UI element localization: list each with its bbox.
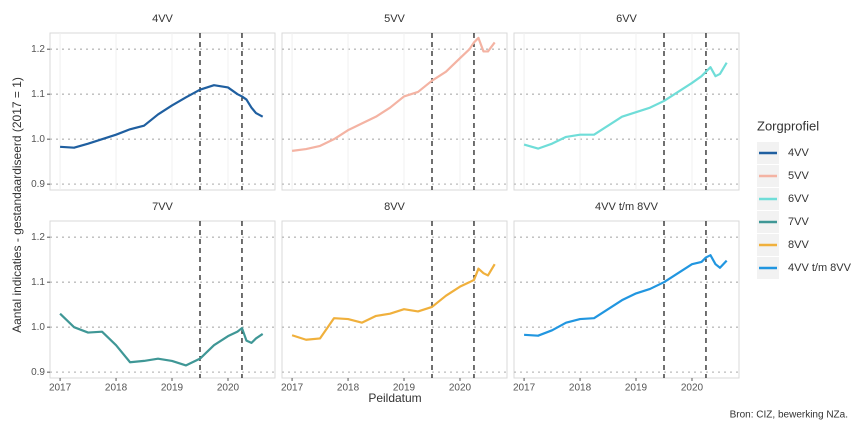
- x-axis-label: Peildatum: [368, 391, 421, 405]
- y-tick-label: 1.0: [31, 134, 45, 145]
- legend-label: 6VV: [788, 193, 809, 205]
- y-axis-label: Aantal indicaties - gestandaardiseerd (2…: [10, 77, 24, 333]
- series-line: [291, 263, 496, 341]
- x-tick-label: 2017: [281, 383, 304, 394]
- x-tick-label: 2017: [513, 383, 536, 394]
- y-tick-label: 1.0: [31, 322, 45, 333]
- x-tick-label: 2020: [449, 383, 472, 394]
- y-tick-label: 0.9: [31, 367, 45, 378]
- panel-title: 7VV: [152, 201, 173, 213]
- y-tick-label: 1.1: [31, 89, 45, 100]
- caption: Bron: CIZ, bewerking NZa.: [730, 410, 848, 421]
- legend-label: 4VV t/m 8VV: [788, 262, 852, 274]
- panel-title: 4VV: [152, 13, 173, 25]
- x-tick-label: 2018: [105, 383, 128, 394]
- x-tick-label: 2017: [49, 383, 72, 394]
- series-line: [59, 312, 264, 367]
- x-tick-label: 2020: [681, 383, 704, 394]
- legend-label: 7VV: [788, 216, 809, 228]
- legend-label: 4VV: [788, 147, 809, 159]
- panel: [513, 32, 740, 191]
- legend-label: 5VV: [788, 170, 809, 182]
- x-tick-label: 2019: [393, 383, 416, 394]
- series-line: [524, 254, 728, 337]
- y-tick-label: 1.2: [31, 44, 45, 55]
- panel: [281, 32, 508, 191]
- series-line: [60, 84, 264, 149]
- y-tick-label: 1.2: [31, 232, 45, 243]
- y-tick-label: 0.9: [31, 179, 45, 190]
- legend-title: Zorgprofiel: [757, 118, 819, 133]
- x-tick-label: 2019: [625, 383, 648, 394]
- y-tick-label: 1.1: [31, 277, 45, 288]
- panel-title: 5VV: [384, 13, 405, 25]
- x-tick-label: 2018: [337, 383, 360, 394]
- panel-title: 8VV: [384, 201, 405, 213]
- x-tick-label: 2020: [217, 383, 240, 394]
- panel: [281, 220, 508, 379]
- panel-title: 4VV t/m 8VV: [595, 201, 659, 213]
- panel: [49, 220, 276, 379]
- legend-label: 8VV: [788, 239, 809, 251]
- series-line: [523, 62, 728, 150]
- panel: [513, 220, 740, 379]
- panel-title: 6VV: [616, 13, 637, 25]
- x-tick-label: 2018: [569, 383, 592, 394]
- series-line: [291, 36, 496, 152]
- x-tick-label: 2019: [161, 383, 184, 394]
